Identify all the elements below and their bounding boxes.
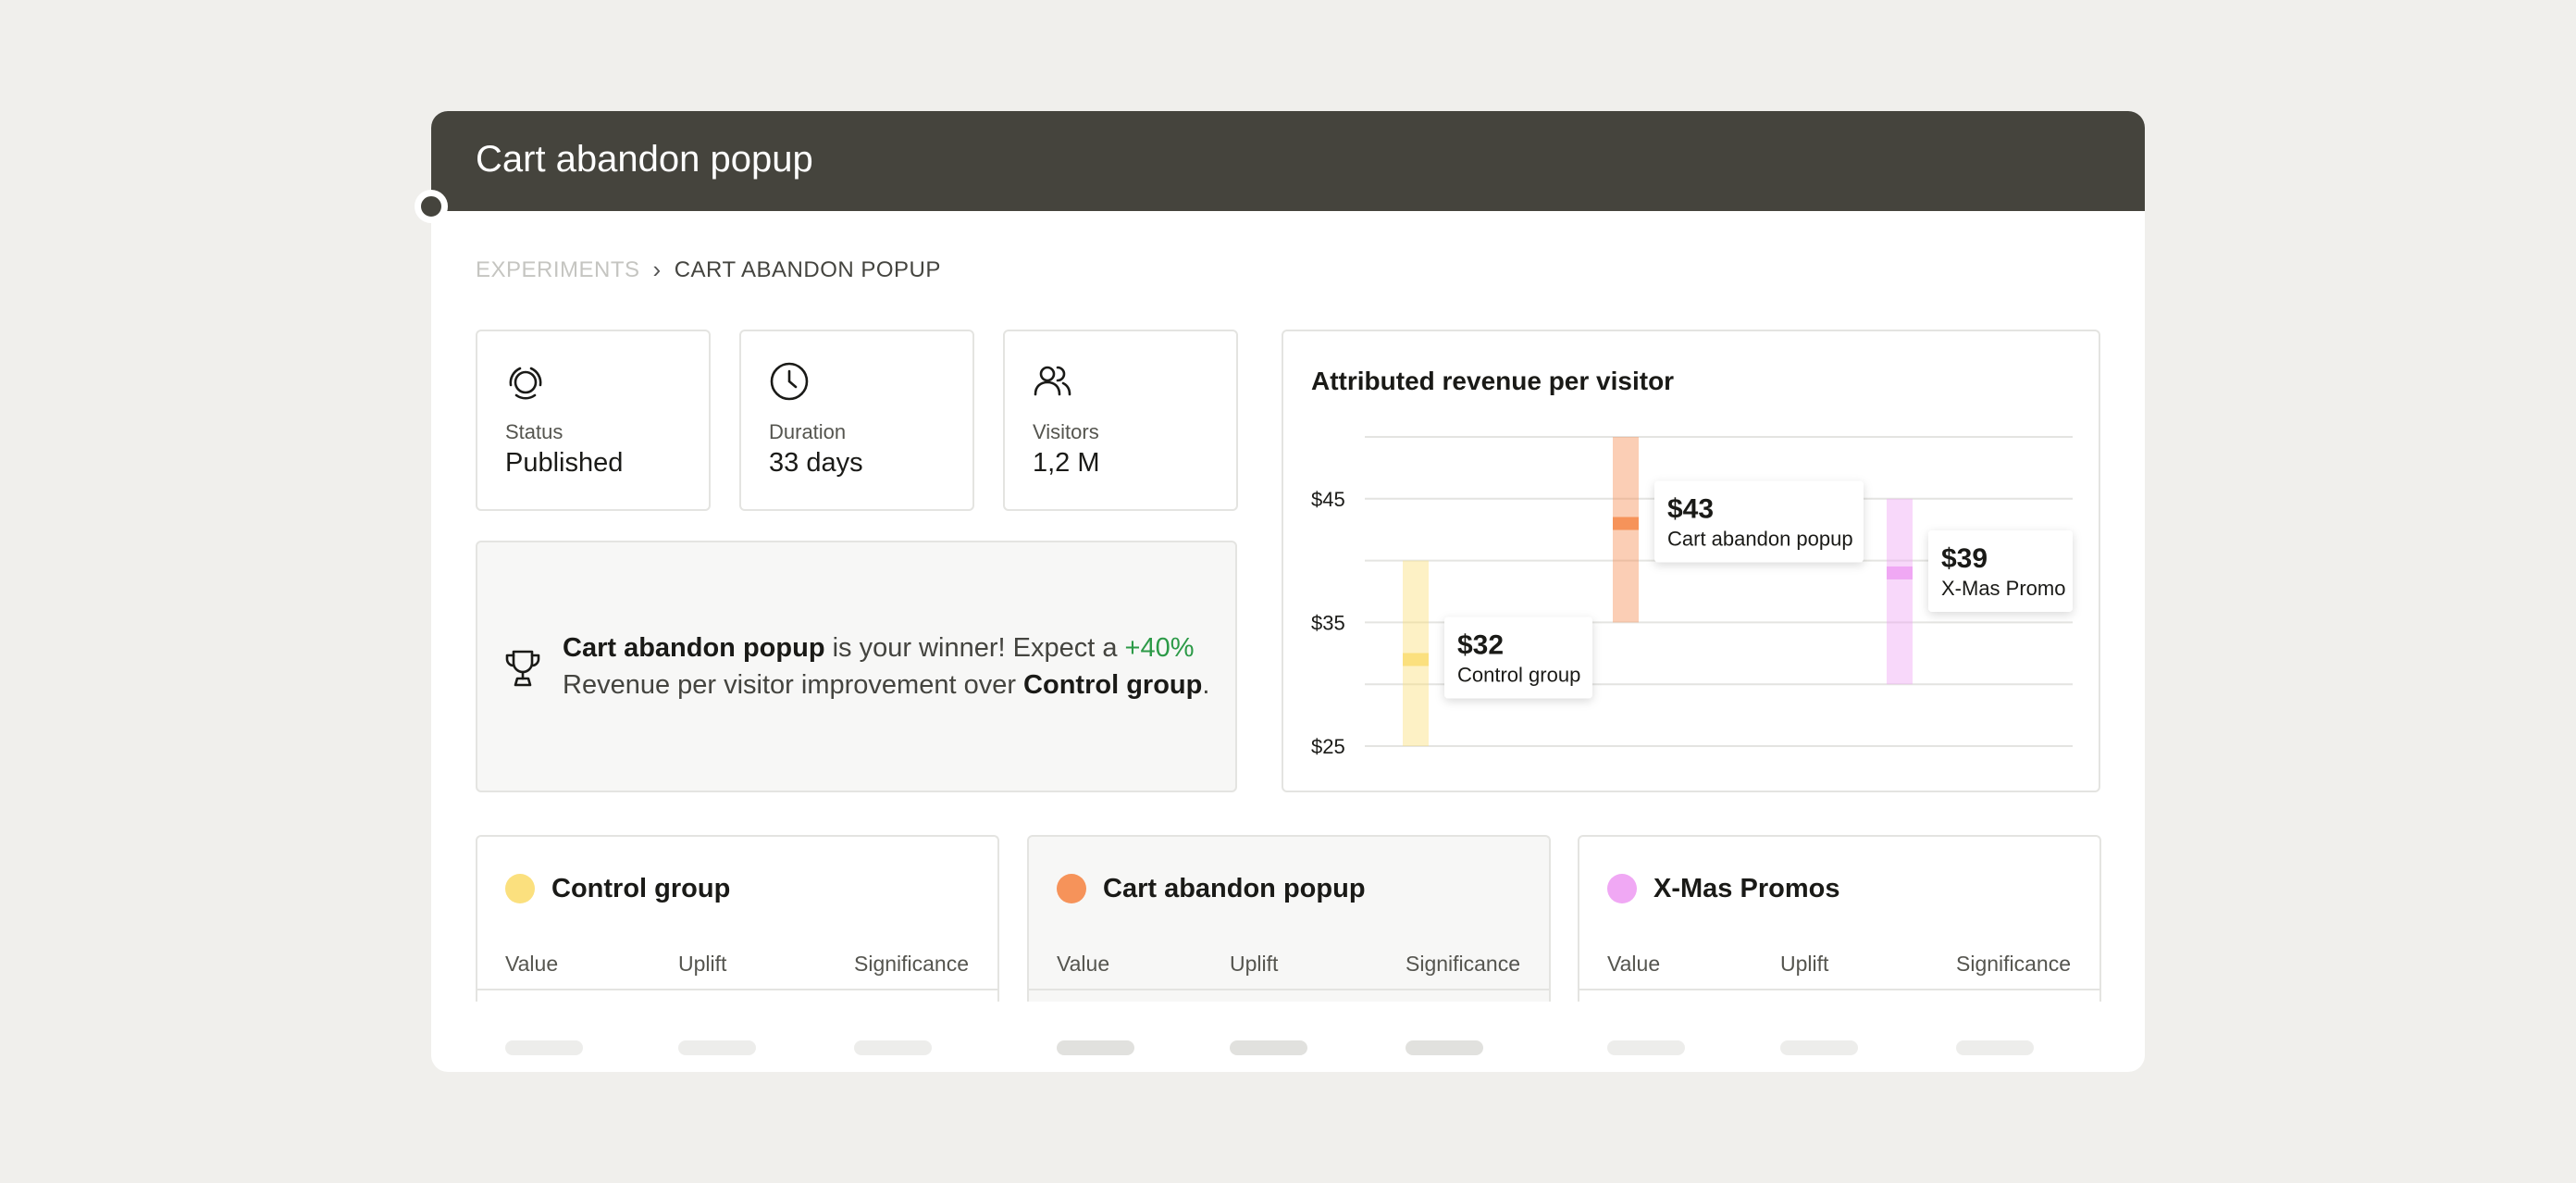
- significance-skeleton: [854, 1040, 932, 1055]
- breadcrumb-current: CART ABANDON POPUP: [674, 256, 941, 282]
- group-color-dot: [505, 874, 535, 903]
- value-marker: [1887, 566, 1913, 579]
- data-label-value: $43: [1667, 494, 1714, 525]
- breadcrumb-experiments-link[interactable]: EXPERIMENTS: [476, 256, 640, 282]
- chart-title: Attributed revenue per visitor: [1311, 367, 1675, 395]
- chevron-right-icon: ›: [652, 255, 662, 283]
- data-label-name: Control group: [1457, 663, 1580, 686]
- range-bar: [1887, 498, 1913, 685]
- data-label-box: [1654, 480, 1864, 563]
- data-label-name: X-Mas Promo: [1941, 577, 2065, 600]
- divider: [477, 989, 997, 990]
- y-tick-label: $25: [1311, 735, 1345, 758]
- divider: [1029, 989, 1549, 990]
- page-background-strip: [431, 1072, 2145, 1183]
- duration-value: 33 days: [769, 448, 863, 478]
- winner-summary-card: Cart abandon popup is your winner! Expec…: [476, 541, 1237, 792]
- status-card: Status Published: [476, 330, 711, 511]
- significance-skeleton: [1406, 1040, 1483, 1055]
- value-marker: [1403, 653, 1429, 666]
- data-label-box: [1928, 529, 2073, 612]
- visitors-card: Visitors 1,2 M: [1003, 330, 1238, 511]
- title-bar: Cart abandon popup: [431, 111, 2145, 211]
- winner-name: Cart abandon popup: [563, 633, 825, 663]
- group-color-dot: [1607, 874, 1637, 903]
- visitors-label: Visitors: [1033, 420, 1099, 443]
- column-uplift: Uplift: [678, 952, 727, 976]
- value-skeleton: [1607, 1040, 1685, 1055]
- group-card-cart-abandon[interactable]: Cart abandon popup Value Uplift Signific…: [1027, 835, 1551, 1055]
- window-anchor-dot: [415, 190, 448, 223]
- value-skeleton: [505, 1040, 583, 1055]
- group-card-xmas-promos[interactable]: X-Mas Promos Value Uplift Significance: [1578, 835, 2101, 1055]
- data-label-box: [1444, 616, 1592, 699]
- clock-icon: [770, 362, 809, 401]
- column-uplift: Uplift: [1230, 952, 1279, 976]
- winner-message: Cart abandon popup is your winner! Expec…: [563, 629, 1229, 704]
- divider: [1579, 989, 2099, 990]
- column-significance: Significance: [854, 952, 970, 976]
- significance-skeleton: [1956, 1040, 2034, 1055]
- status-value: Published: [505, 448, 624, 478]
- duration-card: Duration 33 days: [739, 330, 974, 511]
- duration-label: Duration: [769, 420, 847, 443]
- data-label-name: Cart abandon popup: [1667, 528, 1853, 551]
- data-label-value: $39: [1941, 543, 1988, 574]
- group-card-control[interactable]: Control group Value Uplift Significance: [476, 835, 999, 1055]
- uplift-skeleton: [678, 1040, 756, 1055]
- winner-text-3: .: [1202, 670, 1210, 700]
- revenue-chart: $25 $35 $45 $32 Control group $43 Cart abandon…: [1311, 436, 2073, 758]
- users-icon: [1034, 366, 1071, 396]
- revenue-chart-card: Attributed revenue per visitor $25 $35 $45…: [1282, 330, 2100, 792]
- visitors-value: 1,2 M: [1033, 448, 1100, 478]
- group-name: X-Mas Promos: [1653, 874, 1840, 903]
- column-significance: Significance: [1406, 952, 1521, 976]
- status-label: Status: [505, 420, 564, 443]
- data-label-value: $32: [1457, 629, 1504, 660]
- breadcrumb: EXPERIMENTS › CART ABANDON POPUP: [476, 255, 941, 284]
- status-icon: [509, 367, 542, 400]
- column-significance: Significance: [1956, 952, 2072, 976]
- trophy-icon: [505, 650, 540, 687]
- column-value: Value: [1607, 952, 1661, 976]
- uplift-skeleton: [1780, 1040, 1858, 1055]
- winner-uplift: +40%: [1124, 633, 1195, 663]
- value-marker: [1613, 517, 1639, 530]
- y-tick-label: $45: [1311, 488, 1345, 511]
- column-value: Value: [505, 952, 559, 976]
- column-uplift: Uplift: [1780, 952, 1829, 976]
- window-title: Cart abandon popup: [476, 139, 813, 180]
- baseline-name: Control group: [1023, 670, 1203, 700]
- winner-text-1: is your winner! Expect a: [824, 633, 1125, 663]
- group-color-dot: [1057, 874, 1086, 903]
- winner-text-2: Revenue per visitor improvement over: [563, 670, 1024, 700]
- value-skeleton: [1057, 1040, 1134, 1055]
- group-name: Cart abandon popup: [1103, 874, 1366, 903]
- y-tick-label: $35: [1311, 611, 1345, 634]
- column-value: Value: [1057, 952, 1110, 976]
- group-name: Control group: [551, 874, 731, 903]
- uplift-skeleton: [1230, 1040, 1307, 1055]
